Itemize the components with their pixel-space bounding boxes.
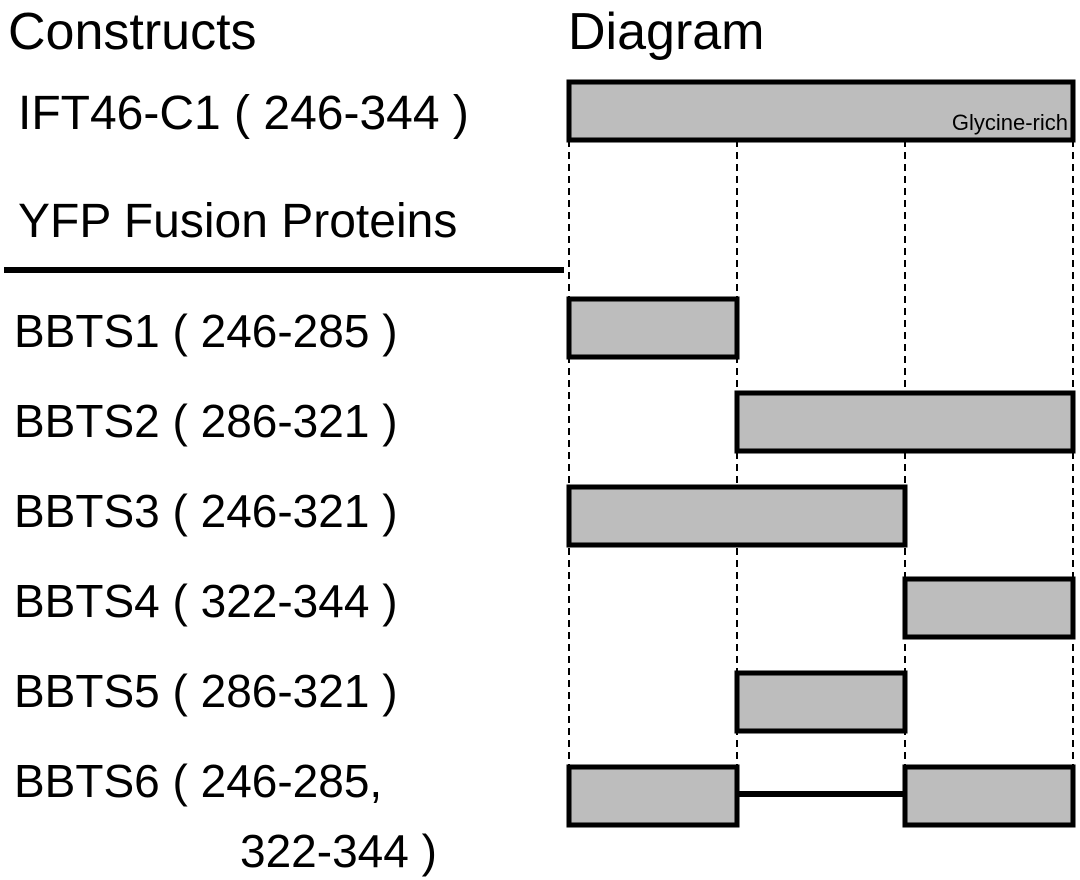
construct-bar-bbts6-1 bbox=[566, 764, 740, 828]
construct-bar-bbts6-2 bbox=[902, 764, 1076, 828]
construct-label-bbts6: BBTS6 ( 246-285, bbox=[14, 755, 383, 807]
construct-label-bbts1: BBTS1 ( 246-285 ) bbox=[14, 305, 398, 357]
construct-bar-bbts5 bbox=[734, 670, 908, 734]
construct-bar-bbts2 bbox=[734, 390, 1076, 454]
full-construct-label: IFT46-C1 ( 246-344 ) bbox=[18, 87, 469, 140]
construct-label-bbts3: BBTS3 ( 246-321 ) bbox=[14, 485, 398, 537]
construct-bar-bbts4 bbox=[902, 576, 1076, 640]
section-divider bbox=[4, 267, 564, 273]
glycine-rich-label: Glycine-rich bbox=[952, 110, 1068, 135]
construct-label-bbts4: BBTS4 ( 322-344 ) bbox=[14, 575, 398, 627]
full-construct-bar bbox=[566, 79, 1076, 143]
construct-bar-bbts1 bbox=[566, 296, 740, 360]
section-title: YFP Fusion Proteins bbox=[18, 195, 458, 248]
construct-label-bbts2: BBTS2 ( 286-321 ) bbox=[14, 395, 398, 447]
construct-label-bbts6-line2: 322-344 ) bbox=[240, 825, 437, 877]
construct-label-bbts5: BBTS5 ( 286-321 ) bbox=[14, 665, 398, 717]
construct-bar-bbts3 bbox=[566, 484, 908, 548]
constructs-heading: Constructs bbox=[8, 3, 257, 61]
diagram-heading: Diagram bbox=[568, 3, 765, 61]
